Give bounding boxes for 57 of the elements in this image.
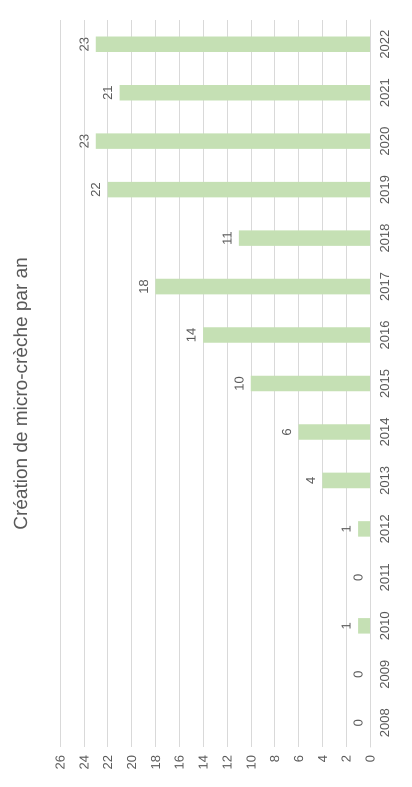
bar: [96, 133, 370, 149]
bar: [238, 230, 370, 246]
data-label: 0: [350, 574, 366, 581]
y-tick-label: 2016: [377, 320, 392, 350]
x-tick-label: 16: [172, 755, 187, 770]
x-tick-label: 10: [243, 755, 258, 770]
bar: [155, 278, 370, 294]
text: Création de micro-crèche par an: [11, 257, 32, 530]
y-tick-label: 2010: [377, 611, 392, 640]
y-tick-label: 2015: [377, 369, 392, 398]
data-label: 23: [76, 134, 92, 148]
y-tick-label: 2022: [377, 30, 392, 59]
y-tick-label: 2021: [377, 78, 392, 108]
bar: [96, 36, 370, 52]
x-tick-label: 26: [52, 755, 68, 770]
bar: [120, 84, 370, 100]
bar: [358, 618, 370, 634]
y-tick-label: 2017: [377, 272, 392, 302]
y-tick-label: 2008: [377, 708, 392, 738]
y-tick-label: 2020: [377, 126, 392, 156]
data-label: 0: [350, 670, 366, 678]
y-tick-label: 2018: [377, 224, 392, 253]
data-label: 23: [76, 37, 92, 52]
x-tick-label: 24: [76, 755, 92, 770]
data-label: 0: [350, 719, 366, 726]
data-label: 22: [88, 182, 104, 197]
x-tick-label: 4: [314, 755, 330, 762]
data-label: 14: [184, 328, 199, 342]
x-tick-label: 0: [362, 755, 378, 762]
y-tick-label: 2014: [377, 418, 392, 446]
y-tick-label: 2019: [377, 175, 392, 204]
y-tick-label: 2012: [377, 514, 392, 544]
bar: [108, 182, 370, 198]
bar: [322, 472, 370, 488]
x-tick-label: 14: [196, 755, 211, 770]
data-label: 1: [338, 525, 354, 533]
bar: [358, 521, 370, 537]
x-tick-label: 12: [219, 755, 234, 770]
data-label: 6: [278, 428, 294, 436]
data-label: 10: [231, 376, 246, 391]
x-tick-label: 8: [267, 755, 282, 762]
data-label: 21: [100, 85, 116, 100]
data-label: 1: [338, 622, 354, 630]
y-tick-label: 2013: [377, 466, 392, 495]
bar: [250, 376, 370, 392]
x-tick-label: 18: [148, 755, 163, 770]
x-tick-label: 6: [290, 755, 306, 762]
bar: [298, 424, 370, 440]
data-label: 11: [219, 231, 234, 245]
data-label: 4: [302, 476, 318, 484]
data-label: 18: [136, 279, 151, 294]
y-tick-label: 2009: [377, 660, 392, 689]
x-tick-label: 22: [100, 755, 116, 770]
y-tick-label: 2011: [377, 563, 392, 592]
x-tick-label: 20: [124, 755, 140, 770]
bar: [203, 327, 370, 343]
x-tick-label: 2: [338, 755, 354, 762]
